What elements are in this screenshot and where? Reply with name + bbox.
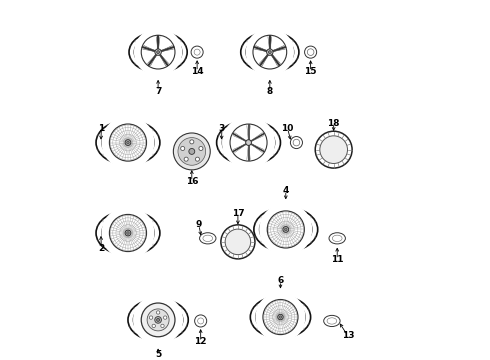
Circle shape	[149, 316, 153, 319]
Ellipse shape	[129, 32, 187, 72]
Circle shape	[278, 314, 283, 320]
Circle shape	[127, 141, 129, 144]
Circle shape	[155, 316, 161, 323]
Text: 8: 8	[267, 87, 273, 96]
Text: 18: 18	[327, 118, 340, 127]
Circle shape	[127, 232, 129, 234]
Text: 7: 7	[155, 87, 161, 96]
Circle shape	[320, 136, 347, 163]
Circle shape	[245, 140, 251, 145]
Circle shape	[279, 316, 282, 318]
Text: 12: 12	[195, 337, 207, 346]
Ellipse shape	[241, 32, 299, 72]
Circle shape	[157, 318, 160, 321]
Circle shape	[133, 295, 183, 345]
Circle shape	[161, 324, 164, 328]
Text: 14: 14	[191, 67, 203, 76]
Circle shape	[152, 324, 155, 328]
Circle shape	[190, 140, 194, 144]
Circle shape	[255, 292, 305, 342]
Text: 2: 2	[98, 244, 104, 253]
Text: 4: 4	[283, 186, 289, 195]
Circle shape	[173, 133, 210, 170]
Circle shape	[125, 140, 131, 145]
Text: 15: 15	[304, 67, 317, 76]
Circle shape	[283, 226, 289, 232]
Text: 3: 3	[219, 124, 225, 133]
Text: 6: 6	[277, 276, 284, 285]
Circle shape	[267, 49, 273, 55]
Circle shape	[178, 138, 206, 165]
Circle shape	[181, 147, 185, 150]
Circle shape	[157, 51, 160, 54]
Text: 13: 13	[342, 331, 354, 340]
Circle shape	[134, 28, 182, 76]
Circle shape	[141, 303, 175, 337]
Text: 17: 17	[232, 209, 244, 218]
Circle shape	[125, 230, 131, 236]
Text: 5: 5	[155, 350, 161, 359]
Circle shape	[147, 309, 169, 331]
Ellipse shape	[250, 296, 311, 338]
Circle shape	[245, 28, 294, 76]
Circle shape	[156, 311, 160, 314]
Ellipse shape	[96, 211, 160, 255]
Text: 11: 11	[331, 255, 343, 264]
Circle shape	[164, 316, 167, 319]
Circle shape	[101, 116, 154, 169]
Circle shape	[269, 51, 271, 54]
Circle shape	[189, 148, 195, 154]
Circle shape	[285, 228, 287, 231]
Text: 1: 1	[98, 124, 104, 133]
Text: 9: 9	[196, 220, 202, 229]
Ellipse shape	[217, 120, 280, 165]
Circle shape	[184, 157, 188, 161]
Ellipse shape	[128, 299, 188, 341]
Text: 10: 10	[281, 124, 294, 133]
Text: 16: 16	[186, 177, 198, 186]
Circle shape	[199, 147, 203, 150]
Circle shape	[196, 157, 199, 161]
Ellipse shape	[254, 207, 318, 252]
Ellipse shape	[96, 120, 160, 165]
Circle shape	[222, 116, 275, 169]
Circle shape	[259, 203, 312, 256]
Circle shape	[225, 229, 251, 255]
Circle shape	[101, 207, 154, 260]
Circle shape	[155, 49, 161, 55]
